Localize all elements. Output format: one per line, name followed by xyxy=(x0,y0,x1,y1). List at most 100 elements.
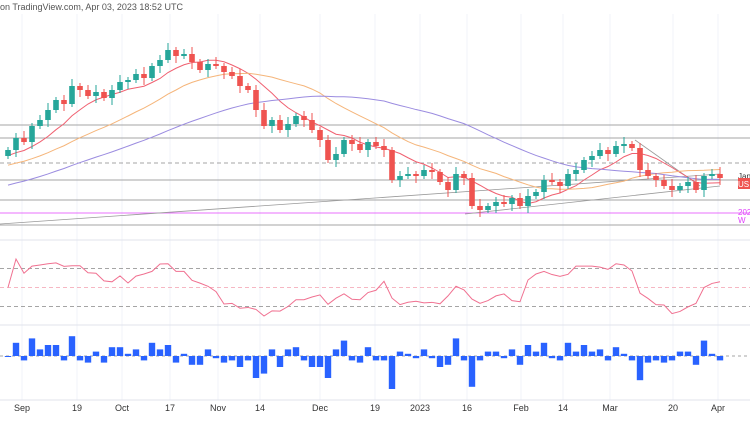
histogram-bar xyxy=(588,351,596,356)
x-axis-tick: 14 xyxy=(255,403,265,413)
histogram-bar xyxy=(524,345,532,356)
histogram-bar xyxy=(260,356,268,374)
candle-down xyxy=(221,66,227,72)
candle-up xyxy=(485,206,491,210)
candle-up xyxy=(125,80,131,82)
histogram-bar xyxy=(564,342,572,356)
histogram-bar xyxy=(668,356,676,361)
x-axis-tick: 20 xyxy=(668,403,678,413)
candle-down xyxy=(237,76,243,86)
right-axis-label: 2023 xyxy=(738,208,750,217)
histogram-bar xyxy=(636,356,644,381)
candle-down xyxy=(693,182,699,190)
histogram-bar xyxy=(516,356,524,365)
histogram-bar xyxy=(52,345,60,356)
candle-down xyxy=(629,144,635,148)
x-axis-tick: Mar xyxy=(602,403,618,413)
histogram-bar xyxy=(532,351,540,356)
histogram-bar xyxy=(36,349,44,356)
candle-up xyxy=(541,180,547,192)
candle-up xyxy=(509,198,515,204)
candle-up xyxy=(565,174,571,186)
candle-up xyxy=(285,124,291,130)
histogram-bar xyxy=(540,342,548,356)
candle-up xyxy=(149,66,155,78)
histogram-bar xyxy=(348,356,356,361)
candle-up xyxy=(493,202,499,206)
histogram-bar xyxy=(404,353,412,356)
candle-down xyxy=(461,174,467,178)
x-axis-tick: Nov xyxy=(210,403,227,413)
candle-down xyxy=(381,146,387,150)
attribution-text: on TradingView.com, Apr 03, 2023 18:52 U… xyxy=(0,2,183,12)
candle-down xyxy=(309,120,315,130)
candle-up xyxy=(37,120,43,126)
candle-down xyxy=(413,174,419,176)
x-axis-tick: 16 xyxy=(462,403,472,413)
histogram-bar xyxy=(236,356,244,367)
histogram-bar xyxy=(220,356,228,363)
candle-up xyxy=(533,192,539,196)
x-axis-tick: 2023 xyxy=(410,403,430,413)
candle-down xyxy=(501,202,507,204)
histogram-bar xyxy=(420,349,428,356)
candle-down xyxy=(557,182,563,186)
histogram-bar xyxy=(612,347,620,356)
x-axis-tick: 19 xyxy=(370,403,380,413)
histogram-bar xyxy=(172,356,180,363)
histogram-bar xyxy=(548,356,556,359)
price-badge xyxy=(738,178,750,189)
candle-down xyxy=(437,172,443,182)
candle-down xyxy=(213,64,219,66)
candle-up xyxy=(621,144,627,146)
histogram-bar xyxy=(92,351,100,356)
candle-up xyxy=(341,140,347,154)
candle-up xyxy=(109,90,115,98)
candle-down xyxy=(389,150,395,180)
candle-up xyxy=(405,174,411,176)
candle-down xyxy=(325,140,331,160)
histogram-bar xyxy=(412,356,420,359)
candle-down xyxy=(261,110,267,126)
candle-up xyxy=(117,82,123,90)
candle-down xyxy=(717,174,723,178)
x-axis-tick: Sep xyxy=(14,403,30,413)
histogram-bar xyxy=(492,351,500,356)
histogram-bar xyxy=(692,356,700,365)
candle-up xyxy=(709,174,715,176)
candle-down xyxy=(349,140,355,144)
x-axis-tick: Feb xyxy=(513,403,529,413)
histogram-bar xyxy=(676,351,684,356)
histogram-bar xyxy=(180,353,188,356)
candle-down xyxy=(101,92,107,98)
histogram-bar xyxy=(708,353,716,356)
histogram-bar xyxy=(84,356,92,363)
candle-down xyxy=(189,54,195,62)
histogram-bar xyxy=(252,356,260,378)
histogram-bar xyxy=(556,356,564,361)
histogram-bar xyxy=(700,340,708,356)
histogram-bar xyxy=(380,356,388,361)
histogram-bar xyxy=(476,356,484,361)
histogram-bar xyxy=(652,356,660,361)
candle-down xyxy=(645,170,651,176)
candle-down xyxy=(253,90,259,110)
histogram-bar xyxy=(444,356,452,365)
histogram-bar xyxy=(212,356,220,359)
candle-down xyxy=(653,176,659,180)
right-axis-label: Janua xyxy=(738,172,750,181)
x-axis-tick: 17 xyxy=(165,403,175,413)
histogram-bar xyxy=(116,347,124,356)
candle-down xyxy=(469,178,475,206)
histogram-bar xyxy=(188,356,196,365)
candle-down xyxy=(317,130,323,140)
histogram-bar xyxy=(340,340,348,356)
candle-up xyxy=(581,160,587,170)
candle-down xyxy=(445,182,451,190)
histogram-bar xyxy=(484,351,492,356)
histogram-bar xyxy=(12,342,20,356)
histogram-bar xyxy=(596,349,604,356)
histogram-bar xyxy=(268,349,276,356)
histogram-bar xyxy=(580,345,588,356)
